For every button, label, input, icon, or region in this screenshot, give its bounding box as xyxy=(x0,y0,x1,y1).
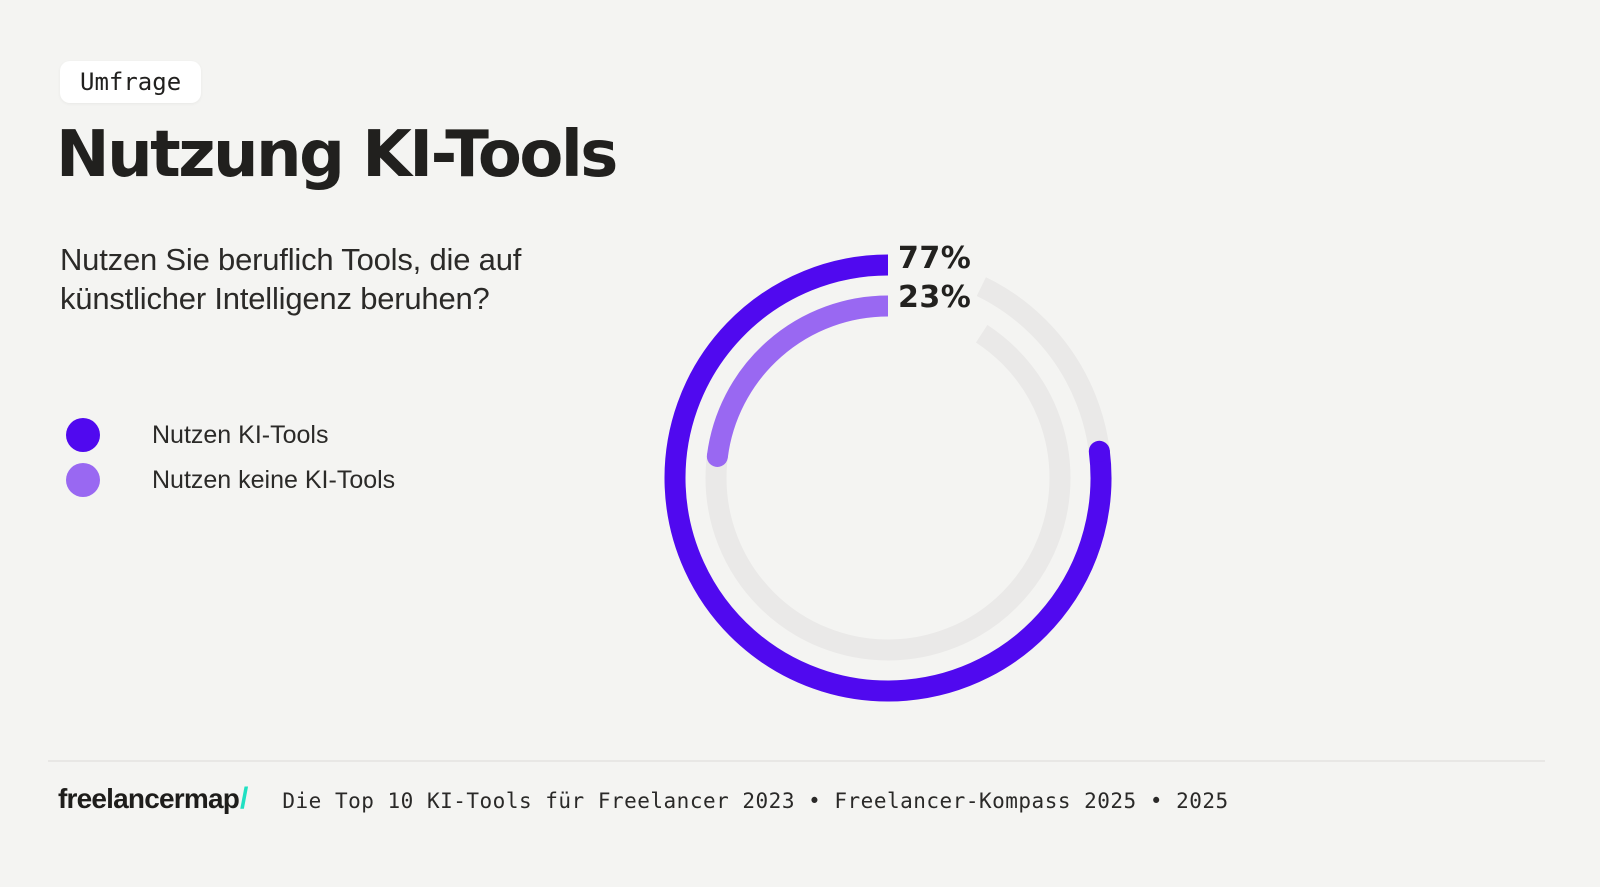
legend-item-nutzen-keine-ki-tools: Nutzen keine KI-Tools xyxy=(66,463,395,497)
legend-swatch-dark-purple xyxy=(66,418,100,452)
freelancermap-logo: freelancermap xyxy=(58,783,240,814)
legend-label: Nutzen keine KI-Tools xyxy=(152,465,396,494)
donut-chart xyxy=(653,243,1123,713)
badge-label: Umfrage xyxy=(80,68,182,96)
page-title: Nutzung KI-Tools xyxy=(56,118,618,192)
survey-question: Nutzen Sie beruflich Tools, die auf küns… xyxy=(60,240,521,318)
category-badge: Umfrage xyxy=(60,61,202,103)
footer-divider xyxy=(48,760,1545,762)
footer: freelancermap / Die Top 10 KI-Tools für … xyxy=(58,782,1229,816)
chart-legend: Nutzen KI-Tools Nutzen keine KI-Tools xyxy=(66,418,395,497)
legend-label: Nutzen KI-Tools xyxy=(152,420,329,449)
logo-slash-icon: / xyxy=(240,782,249,815)
legend-item-nutzen-ki-tools: Nutzen KI-Tools xyxy=(66,418,395,452)
question-line-1: Nutzen Sie beruflich Tools, die auf xyxy=(60,242,522,277)
legend-swatch-light-purple xyxy=(66,463,100,497)
value-label-outer-ring: 77% xyxy=(898,241,972,276)
question-line-2: künstlicher Intelligenz beruhen? xyxy=(60,281,490,316)
source-text: Die Top 10 KI-Tools für Freelancer 2023 … xyxy=(282,789,1229,813)
value-label-inner-ring: 23% xyxy=(898,280,972,315)
donut-chart-svg xyxy=(664,252,1112,702)
